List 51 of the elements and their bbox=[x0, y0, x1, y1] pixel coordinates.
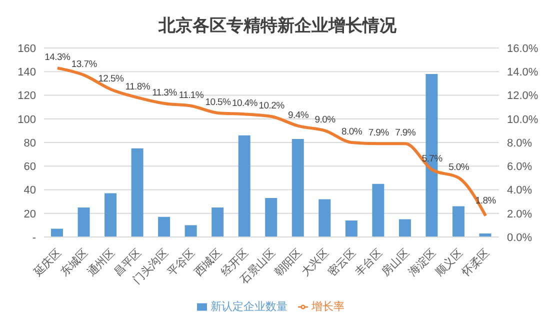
bar bbox=[398, 219, 411, 237]
y2-tick-label: 2.0% bbox=[507, 208, 532, 220]
bar bbox=[452, 206, 464, 237]
data-label: 9.0% bbox=[314, 114, 336, 126]
data-label: 5.0% bbox=[448, 162, 470, 173]
data-label: 10.2% bbox=[258, 100, 286, 112]
data-label: 11.8% bbox=[125, 82, 151, 93]
bar bbox=[131, 148, 144, 237]
data-label: 11.1% bbox=[178, 90, 204, 101]
bar bbox=[238, 135, 250, 237]
bar bbox=[345, 220, 358, 237]
y2-tick-label: 12.0% bbox=[507, 90, 538, 102]
bar bbox=[292, 138, 304, 237]
data-label: 11.3% bbox=[152, 88, 178, 99]
y2-tick-label: 14.0% bbox=[507, 66, 538, 79]
bar bbox=[184, 225, 197, 237]
bar bbox=[78, 207, 90, 237]
y-tick-label: 160 bbox=[18, 42, 36, 55]
bar bbox=[372, 184, 384, 237]
data-label: 8.0% bbox=[342, 126, 363, 138]
y-tick-label: 120 bbox=[18, 90, 36, 102]
y2-tick-label: 6.0% bbox=[507, 161, 532, 174]
data-label: 12.5% bbox=[98, 73, 124, 84]
y-tick-label: 20 bbox=[24, 208, 36, 220]
bar bbox=[51, 228, 63, 237]
data-label: 10.4% bbox=[232, 98, 258, 110]
data-label: 10.5% bbox=[205, 96, 232, 108]
y2-tick-label: 4.0% bbox=[507, 184, 532, 197]
y2-tick-label: 10.0% bbox=[507, 114, 538, 126]
bar bbox=[318, 199, 331, 237]
bar bbox=[104, 193, 117, 237]
bar bbox=[265, 198, 278, 237]
chart-title: 北京各区专精特新企业增长情况 bbox=[157, 15, 398, 37]
y-tick-label: - bbox=[32, 232, 36, 244]
data-label: 13.7% bbox=[71, 59, 98, 70]
data-label: 14.3% bbox=[44, 52, 71, 64]
bar bbox=[158, 216, 170, 237]
data-label: 7.9% bbox=[395, 128, 416, 139]
legend-label: 新认定企业数量 bbox=[210, 301, 288, 313]
y2-tick-label: 16.0% bbox=[507, 42, 538, 55]
y-tick-label: 100 bbox=[18, 114, 36, 126]
data-label: 7.9% bbox=[368, 128, 390, 139]
y-tick-label: 40 bbox=[24, 184, 36, 197]
bar bbox=[212, 207, 224, 237]
y-tick-label: 60 bbox=[24, 161, 36, 174]
y2-tick-label: 0.0% bbox=[507, 232, 532, 244]
y2-tick-label: 8.0% bbox=[507, 137, 532, 150]
legend-label: 增长率 bbox=[312, 301, 344, 313]
y-tick-label: 80 bbox=[24, 137, 36, 150]
data-label: 9.4% bbox=[288, 110, 310, 121]
y-tick-label: 140 bbox=[18, 66, 36, 79]
